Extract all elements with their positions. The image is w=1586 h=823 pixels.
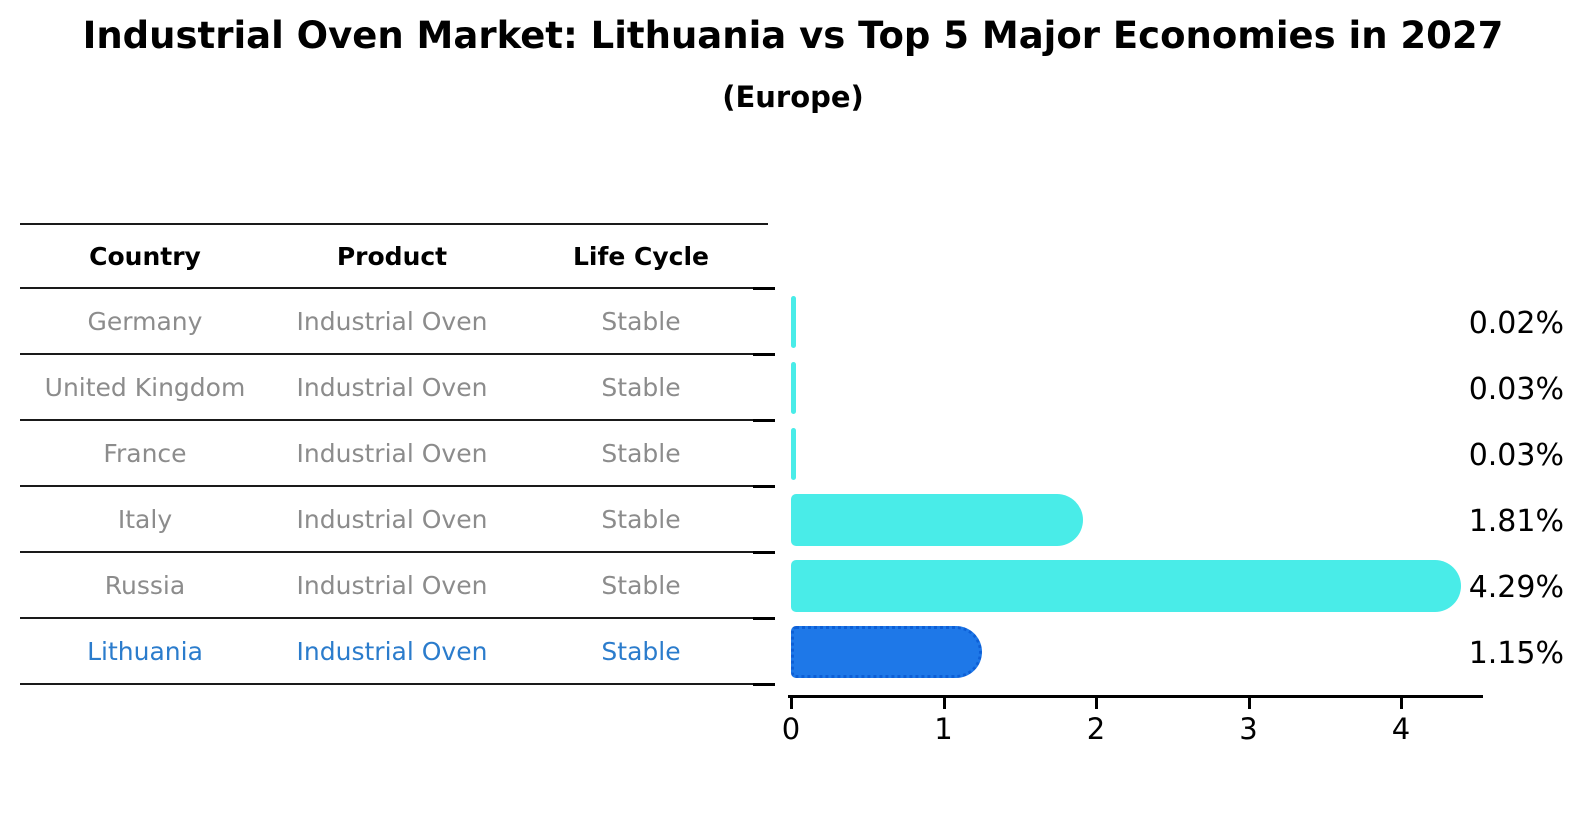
x-tick-label: 4 <box>1391 712 1411 746</box>
x-tick-label: 0 <box>781 712 801 746</box>
cell-product: Industrial Oven <box>296 372 488 402</box>
y-tick-mark <box>753 287 775 290</box>
table-rule <box>20 617 768 619</box>
cell-life-cycle: Stable <box>601 372 681 402</box>
bar-lithuania <box>791 626 983 678</box>
column-header-product: Product <box>336 241 448 271</box>
bar-united-kingdom <box>791 362 796 414</box>
value-label-italy: 1.81% <box>1468 504 1564 539</box>
x-tick-mark <box>942 698 946 709</box>
x-tick-mark <box>790 698 793 709</box>
table-row-germany: Germany Industrial Oven Stable <box>20 289 768 353</box>
table-rule <box>20 551 768 553</box>
y-tick-mark <box>753 485 775 488</box>
cell-life-cycle: Stable <box>601 438 681 468</box>
table-header-row: Country Product Life Cycle <box>20 225 768 287</box>
table-row-france: France Industrial Oven Stable <box>20 421 768 485</box>
cell-country: Italy <box>117 504 173 534</box>
table-rule-header <box>20 287 768 289</box>
table-rule <box>20 353 768 355</box>
value-label-germany: 0.02% <box>1468 306 1564 341</box>
x-tick-label: 3 <box>1239 712 1258 746</box>
cell-product: Industrial Oven <box>296 636 488 666</box>
cell-country: France <box>103 438 187 468</box>
column-header-country: Country <box>89 241 201 271</box>
table-row-lithuania: Lithuania Industrial Oven Stable <box>20 619 768 683</box>
y-tick-mark <box>753 617 775 620</box>
cell-product: Industrial Oven <box>296 570 488 600</box>
cell-country: Germany <box>87 306 203 336</box>
x-tick-label: 1 <box>934 712 953 746</box>
bar-germany <box>791 296 796 348</box>
table-rule <box>20 419 768 421</box>
y-tick-mark <box>753 353 775 356</box>
cell-life-cycle: Stable <box>601 504 681 534</box>
chart-title: Industrial Oven Market: Lithuania vs Top… <box>82 14 1504 57</box>
table-rule-top <box>20 223 768 225</box>
bar-france <box>791 428 796 480</box>
x-axis-line <box>788 695 1483 698</box>
x-tick-label: 2 <box>1086 712 1106 746</box>
x-tick-mark <box>1095 698 1098 709</box>
country-table: Country Product Life Cycle Germany Indust… <box>20 223 768 685</box>
cell-product: Industrial Oven <box>296 438 488 468</box>
x-tick-mark <box>1247 698 1251 709</box>
cell-country: Russia <box>104 570 186 600</box>
y-tick-mark <box>753 683 775 686</box>
cell-country: Lithuania <box>87 636 203 666</box>
value-label-lithuania: 1.15% <box>1468 636 1564 671</box>
cell-life-cycle: Stable <box>601 306 681 336</box>
bar-russia <box>791 560 1462 612</box>
table-row-italy: Italy Industrial Oven Stable <box>20 487 768 551</box>
table-row-united-kingdom: United Kingdom Industrial Oven Stable <box>20 355 768 419</box>
cell-life-cycle: Stable <box>601 636 681 666</box>
value-label-france: 0.03% <box>1468 438 1564 473</box>
table-rule <box>20 683 768 685</box>
chart-subtitle: (Europe) <box>722 80 864 114</box>
table-row-russia: Russia Industrial Oven Stable <box>20 553 768 617</box>
value-label-united-kingdom: 0.03% <box>1468 372 1564 407</box>
y-tick-mark <box>753 419 775 422</box>
table-rule <box>20 485 768 487</box>
column-header-life-cycle: Life Cycle <box>572 241 710 271</box>
table-body: Germany Industrial Oven Stable United Kingd… <box>20 289 768 685</box>
cell-product: Industrial Oven <box>296 306 488 336</box>
y-tick-mark <box>753 551 775 554</box>
x-tick-mark <box>1400 698 1403 709</box>
cell-country: United Kingdom <box>44 372 246 402</box>
cell-product: Industrial Oven <box>296 504 488 534</box>
cell-life-cycle: Stable <box>601 570 681 600</box>
bar-italy <box>791 494 1084 546</box>
value-label-russia: 4.29% <box>1468 570 1564 605</box>
